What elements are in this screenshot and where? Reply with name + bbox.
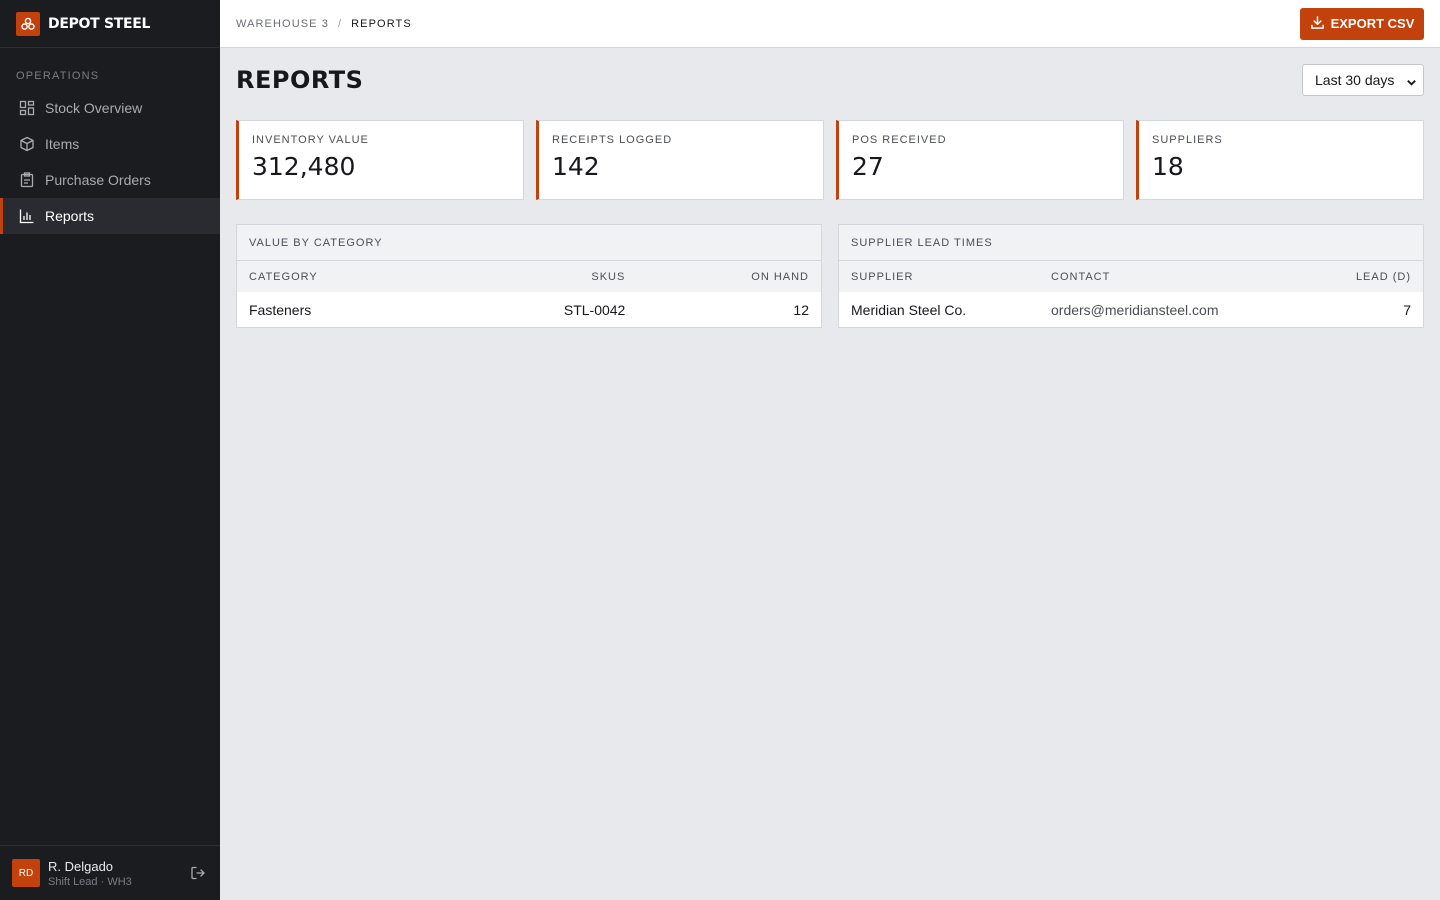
kpi-value: 27 (852, 152, 884, 181)
sidebar-item-label: Stock Overview (45, 100, 143, 116)
sidebar-item-label: Purchase Orders (45, 172, 151, 188)
cell-category: Fasteners (249, 301, 312, 318)
column-header-skus[interactable]: SKUS (445, 261, 638, 292)
cell-lead: 7 (1403, 301, 1411, 318)
cell-on-hand: 12 (793, 301, 809, 318)
nav-section-label: OPERATIONS (16, 70, 100, 82)
export-csv-label: EXPORT CSV (1330, 16, 1415, 31)
table-row[interactable]: Meridian Steel Co. orders@meridiansteel.… (839, 292, 1423, 327)
kpi-row: INVENTORY VALUE 312,480 RECEIPTS LOGGED … (236, 120, 1424, 200)
download-icon (1310, 15, 1325, 33)
brand[interactable]: DEPOT STEEL (0, 0, 220, 48)
user-role: Shift Lead · WH3 (48, 875, 132, 888)
cell-contact[interactable]: orders@meridiansteel.com (1051, 301, 1219, 318)
sidebar: DEPOT STEEL OPERATIONS Stock Overview It… (0, 0, 220, 900)
date-range-value: Last 30 days (1315, 72, 1395, 88)
kpi-label: POS RECEIVED (852, 134, 947, 146)
export-csv-button[interactable]: EXPORT CSV (1300, 7, 1424, 40)
logout-icon[interactable] (188, 863, 208, 883)
user-info: R. Delgado Shift Lead · WH3 (48, 859, 188, 888)
panel-title: SUPPLIER LEAD TIMES (839, 225, 1423, 261)
sidebar-item-items[interactable]: Items (0, 126, 220, 162)
cell-skus: STL-0042 (563, 301, 626, 318)
kpi-label: RECEIPTS LOGGED (552, 134, 673, 146)
brand-name: DEPOT STEEL (48, 15, 151, 32)
box-icon (18, 135, 36, 153)
brand-logo-icon (16, 11, 40, 36)
clipboard-icon (18, 171, 36, 189)
kpi-value: 142 (552, 152, 600, 181)
user-bar: RD R. Delgado Shift Lead · WH3 (0, 845, 220, 900)
kpi-label: INVENTORY VALUE (252, 134, 369, 146)
column-header-category[interactable]: CATEGORY (237, 261, 446, 292)
supplier-lead-times-panel: SUPPLIER LEAD TIMES SUPPLIER CONTACT LEA… (838, 224, 1424, 328)
value-by-category-panel: VALUE BY CATEGORY CATEGORY SKUS ON HAND … (236, 224, 822, 328)
kpi-value: 312,480 (252, 152, 356, 181)
avatar[interactable]: RD (12, 859, 40, 887)
kpi-value: 18 (1152, 152, 1184, 181)
column-header-supplier[interactable]: SUPPLIER (839, 261, 1039, 292)
breadcrumb-parent[interactable]: WAREHOUSE 3 (236, 17, 329, 30)
kpi-card-suppliers: SUPPLIERS 18 (1136, 120, 1424, 200)
table-header-row: CATEGORY SKUS ON HAND (237, 261, 821, 292)
table-row[interactable]: Fasteners STL-0042 12 (237, 292, 821, 327)
date-range-select[interactable]: Last 30 days (1302, 64, 1424, 96)
bar-chart-icon (18, 207, 36, 225)
column-header-lead[interactable]: LEAD (D) (1310, 261, 1423, 292)
table-header-row: SUPPLIER CONTACT LEAD (D) (839, 261, 1423, 292)
main-content: REPORTS Last 30 days INVENTORY VALUE 312… (236, 48, 1424, 328)
sidebar-item-label: Reports (45, 208, 95, 224)
chevron-down-icon (1406, 75, 1417, 91)
kpi-label: SUPPLIERS (1152, 134, 1223, 146)
breadcrumb-current: REPORTS (351, 17, 412, 30)
kpi-card-pos-received: POS RECEIVED 27 (836, 120, 1124, 200)
kpi-card-inventory-value: INVENTORY VALUE 312,480 (236, 120, 524, 200)
column-header-on-hand[interactable]: ON HAND (637, 261, 821, 292)
topbar: WAREHOUSE 3 / REPORTS EXPORT CSV (220, 0, 1440, 48)
sidebar-item-reports[interactable]: Reports (0, 198, 220, 234)
page-header: REPORTS Last 30 days (236, 48, 1424, 112)
sidebar-item-label: Items (45, 136, 80, 152)
breadcrumb: WAREHOUSE 3 / REPORTS (236, 18, 412, 30)
column-header-contact[interactable]: CONTACT (1039, 261, 1311, 292)
kpi-card-receipts-logged: RECEIPTS LOGGED 142 (536, 120, 824, 200)
grid-icon (18, 99, 36, 117)
supplier-table: SUPPLIER CONTACT LEAD (D) Meridian Steel… (839, 261, 1423, 327)
cell-supplier: Meridian Steel Co. (851, 301, 967, 318)
sidebar-item-stock-overview[interactable]: Stock Overview (0, 90, 220, 126)
user-name: R. Delgado (48, 858, 114, 874)
panels-row: VALUE BY CATEGORY CATEGORY SKUS ON HAND … (236, 224, 1424, 328)
breadcrumb-separator: / (337, 17, 343, 30)
panel-title: VALUE BY CATEGORY (237, 225, 821, 261)
page-title: REPORTS (236, 66, 364, 94)
category-table: CATEGORY SKUS ON HAND Fasteners STL-0042… (237, 261, 821, 327)
sidebar-item-purchase-orders[interactable]: Purchase Orders (0, 162, 220, 198)
